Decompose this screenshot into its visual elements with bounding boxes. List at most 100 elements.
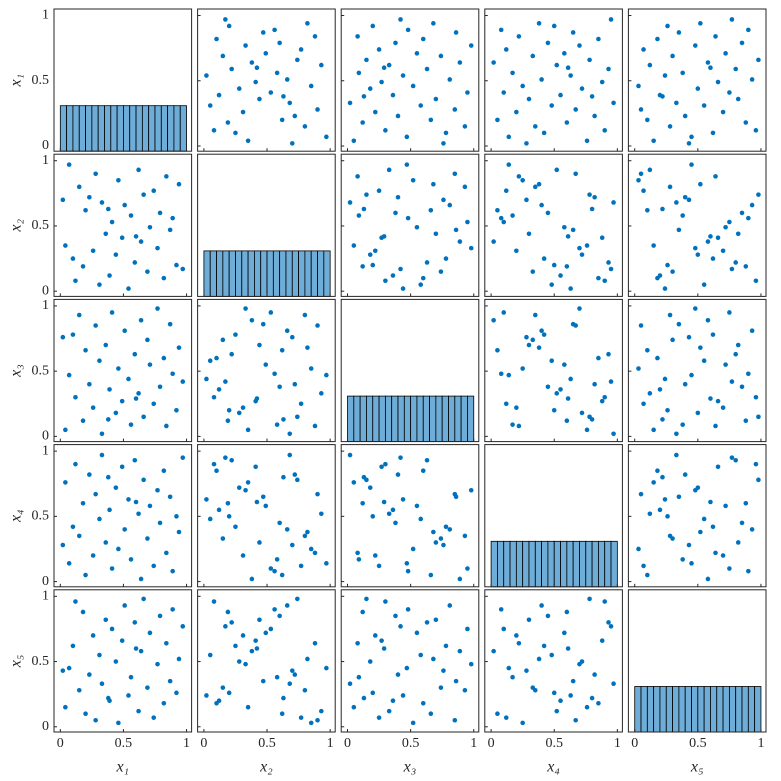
point <box>670 536 675 541</box>
point <box>462 184 468 190</box>
point <box>584 243 590 248</box>
point <box>465 566 470 571</box>
point <box>404 665 410 671</box>
point <box>596 275 601 281</box>
point <box>180 455 186 460</box>
point <box>90 405 96 410</box>
point <box>501 310 507 315</box>
point <box>756 414 761 420</box>
point <box>570 321 576 327</box>
hist-bar <box>59 105 68 152</box>
hist-bar <box>160 105 169 152</box>
panel-frame <box>484 298 623 443</box>
point <box>211 599 217 604</box>
y-tick-label: 0.5 <box>32 218 50 233</box>
hist-bar <box>429 395 437 443</box>
point <box>686 197 692 203</box>
point <box>63 480 68 485</box>
hist-bar <box>541 540 549 588</box>
point <box>257 342 262 348</box>
point <box>136 511 141 517</box>
point <box>636 83 641 89</box>
point <box>749 328 755 334</box>
point <box>249 576 255 582</box>
point <box>253 79 258 85</box>
point <box>720 109 726 115</box>
point <box>151 715 157 720</box>
point <box>151 188 157 194</box>
hist-bar <box>310 250 318 297</box>
point <box>73 461 78 467</box>
point <box>743 501 749 506</box>
point <box>693 43 698 48</box>
point <box>495 711 500 717</box>
point <box>498 215 504 221</box>
point <box>680 70 685 76</box>
point <box>236 659 242 664</box>
point <box>674 431 679 437</box>
point <box>611 431 616 437</box>
x-tick-label: 0 <box>488 736 495 751</box>
point <box>381 234 387 239</box>
point <box>433 540 439 545</box>
point <box>645 347 650 353</box>
point <box>367 485 373 490</box>
panel-frame <box>197 298 336 443</box>
point <box>749 202 755 208</box>
point <box>698 529 703 535</box>
point <box>207 516 213 522</box>
point <box>641 188 646 194</box>
point <box>161 275 167 281</box>
point <box>298 47 304 52</box>
point <box>272 607 277 612</box>
point <box>83 207 88 213</box>
point <box>254 646 260 651</box>
point <box>145 685 150 690</box>
panel-frame <box>627 298 767 443</box>
point <box>536 181 542 187</box>
point <box>119 464 125 470</box>
point <box>80 264 86 269</box>
point <box>715 235 721 240</box>
point <box>418 652 424 658</box>
hist-bar <box>722 686 730 733</box>
point <box>438 269 444 274</box>
point <box>128 674 134 680</box>
point <box>109 219 115 225</box>
point <box>383 461 388 467</box>
panel-frame <box>197 153 336 297</box>
point <box>145 337 150 343</box>
x-tick-label: 0.5 <box>258 736 276 751</box>
point <box>689 134 694 140</box>
point <box>254 499 260 505</box>
point <box>60 334 66 340</box>
hist-bar <box>254 250 262 297</box>
hist-bar <box>684 686 692 733</box>
point <box>155 487 160 493</box>
point <box>424 457 430 463</box>
point <box>113 485 119 490</box>
point <box>501 626 507 632</box>
point <box>367 86 373 91</box>
point <box>383 278 388 284</box>
point <box>347 452 353 458</box>
y-tick-label: 0 <box>42 138 49 153</box>
hist-bar <box>66 105 74 152</box>
point <box>729 455 735 460</box>
point <box>592 381 597 387</box>
point <box>638 323 644 328</box>
point <box>249 317 255 323</box>
point <box>602 278 608 284</box>
point <box>360 264 365 269</box>
hist-bar <box>460 395 468 443</box>
point <box>676 321 682 327</box>
point <box>254 65 260 71</box>
point <box>680 213 685 218</box>
point <box>324 665 329 671</box>
point <box>170 371 175 377</box>
point <box>207 103 213 108</box>
point <box>295 596 300 602</box>
point <box>155 661 160 667</box>
point <box>223 17 228 22</box>
point <box>539 202 544 208</box>
